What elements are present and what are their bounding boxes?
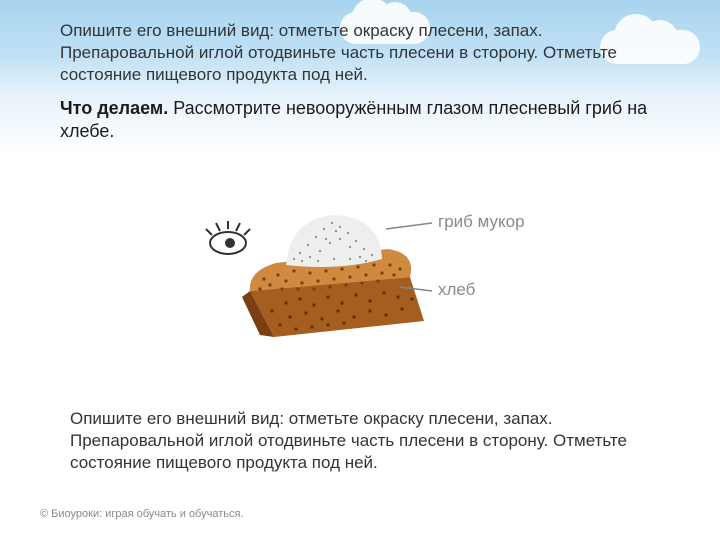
leader-line: [386, 223, 432, 229]
mold-shape: [286, 215, 382, 267]
instruction-bottom: Опишите его внешний вид: отметьте окраск…: [70, 408, 660, 473]
main-content: Опишите его внешний вид: отметьте окраск…: [60, 20, 660, 371]
lead-bold: Что делаем.: [60, 98, 168, 118]
what-we-do: Что делаем. Рассмотрите невооружённым гл…: [60, 97, 660, 143]
label-bread: хлеб: [438, 280, 476, 299]
copyright: © Биоуроки: играя обучать и обучаться.: [40, 508, 243, 520]
eye-icon: [206, 221, 250, 254]
label-mold: гриб мукор: [438, 212, 525, 231]
instruction-top: Опишите его внешний вид: отметьте окраск…: [60, 20, 660, 85]
bread-mold-diagram: гриб мукор хлеб: [190, 171, 530, 371]
